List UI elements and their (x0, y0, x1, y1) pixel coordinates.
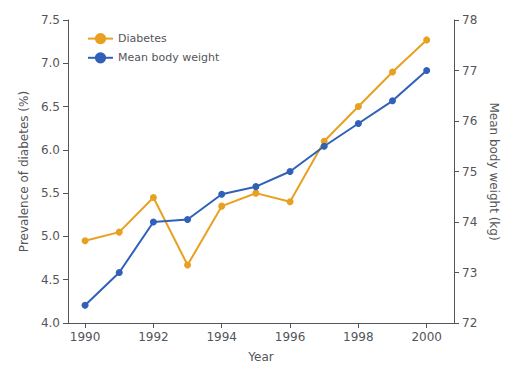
svg-text:2000: 2000 (411, 330, 442, 344)
svg-text:Diabetes: Diabetes (118, 32, 167, 45)
svg-text:1994: 1994 (206, 330, 237, 344)
svg-text:74: 74 (462, 215, 477, 229)
svg-text:75: 75 (462, 165, 477, 179)
svg-text:76: 76 (462, 114, 477, 128)
svg-text:78: 78 (462, 13, 477, 27)
svg-text:Mean body weight: Mean body weight (118, 51, 220, 64)
svg-text:1998: 1998 (343, 330, 374, 344)
svg-text:Prevalence of diabetes (%): Prevalence of diabetes (%) (17, 91, 31, 252)
svg-text:6.5: 6.5 (41, 100, 60, 114)
svg-text:77: 77 (462, 64, 477, 78)
svg-text:4.5: 4.5 (41, 273, 60, 287)
svg-text:7.5: 7.5 (41, 13, 60, 27)
svg-text:1996: 1996 (275, 330, 306, 344)
svg-text:72: 72 (462, 316, 477, 330)
svg-text:5.5: 5.5 (41, 186, 60, 200)
svg-text:5.0: 5.0 (41, 229, 60, 243)
svg-text:Year: Year (247, 350, 273, 364)
svg-text:7.0: 7.0 (41, 56, 60, 70)
svg-text:6.0: 6.0 (41, 143, 60, 157)
svg-text:1990: 1990 (70, 330, 101, 344)
svg-text:4.0: 4.0 (41, 316, 60, 330)
svg-text:Mean body weight (kg): Mean body weight (kg) (487, 102, 501, 240)
svg-text:1992: 1992 (138, 330, 169, 344)
svg-text:73: 73 (462, 266, 477, 280)
